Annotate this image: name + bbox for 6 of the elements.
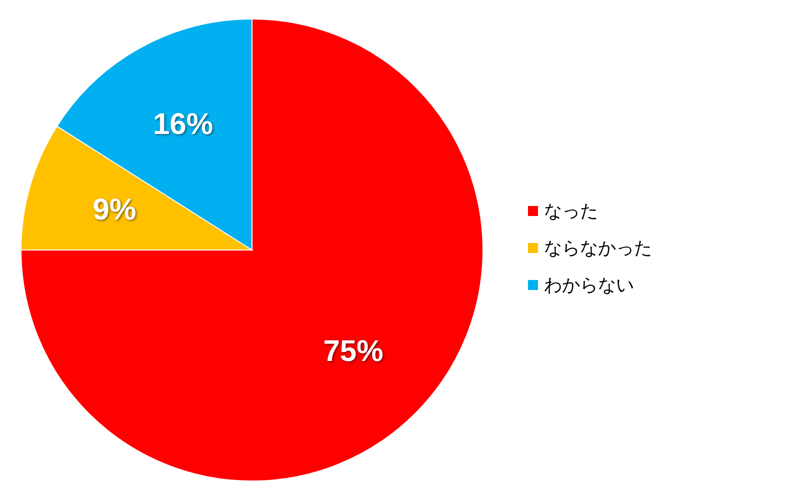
- legend-label: ならなかった: [544, 238, 652, 258]
- data-label: 9%: [92, 194, 136, 227]
- legend-label: わからない: [544, 275, 634, 295]
- legend-label: なった: [544, 201, 598, 221]
- data-label: 16%: [152, 108, 214, 141]
- data-label: 75%: [323, 334, 384, 368]
